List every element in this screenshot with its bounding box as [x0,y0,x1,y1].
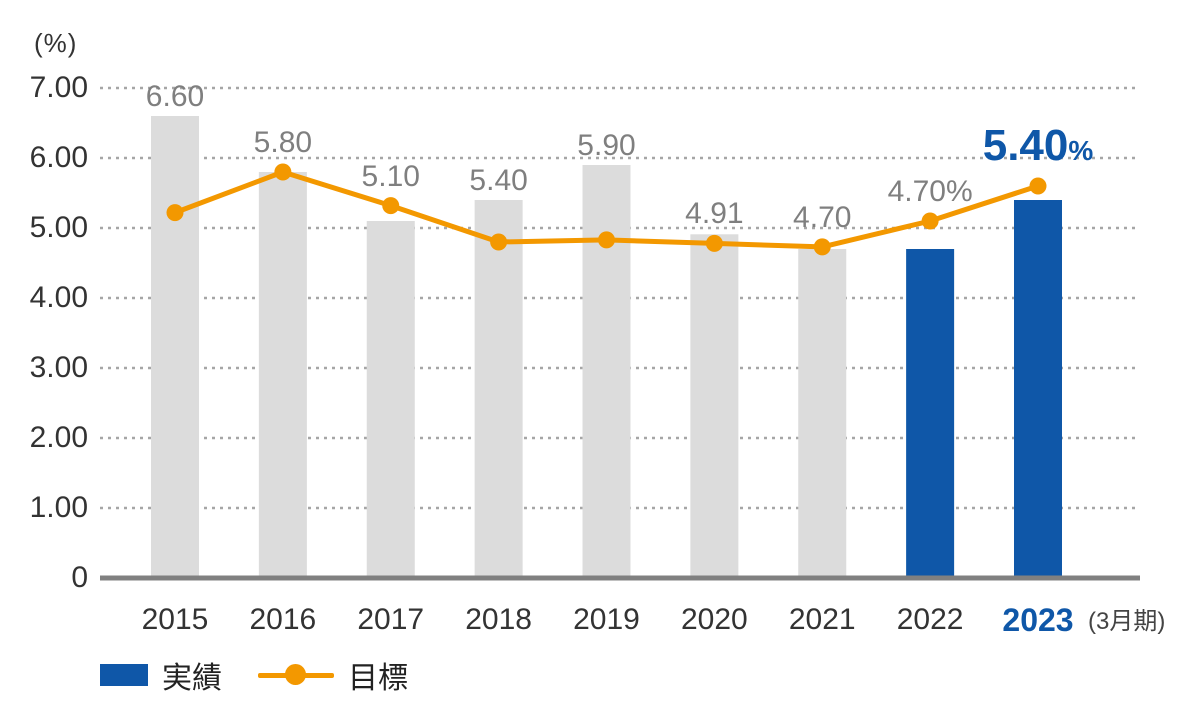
bar-2021 [798,249,847,578]
y-tick-label: 7.00 [29,71,88,104]
target-dot-2019 [598,231,615,249]
value-label-2015: 6.60 [145,80,205,113]
value-label-2019: 5.90 [577,129,636,162]
value-label-2016: 5.80 [253,126,313,159]
x-tick-label-2023: 2023 [1002,602,1074,638]
y-tick-label: 1.00 [29,491,88,524]
bar-2023 [1014,200,1062,578]
value-label-2020: 4.91 [685,197,744,231]
target-dot-2022 [921,212,939,230]
legend-target-swatch [258,664,334,686]
bar-2015 [151,116,199,578]
target-dot-2018 [490,233,508,251]
y-tick-label: 6.00 [29,141,88,174]
legend-dot-icon [285,664,306,685]
bar-2017 [366,221,415,578]
x-tick-label-2021: 2021 [788,603,856,636]
x-axis-note: (3月期) [1088,608,1166,635]
x-tick-label-2018: 2018 [465,603,532,636]
bar-2018 [474,200,523,578]
value-label-2023: 5.40% [982,121,1094,170]
x-tick-label-2016: 2016 [249,603,317,636]
y-tick-label: 5.00 [29,211,88,244]
y-axis-unit-label: (%) [34,28,78,58]
y-tick-label: 0 [71,561,88,594]
x-tick-label-2022: 2022 [896,603,964,636]
legend: 実績 目標 [100,652,408,698]
bar-2019 [582,165,631,578]
x-tick-label-2017: 2017 [357,603,425,636]
value-label-2018: 5.40 [469,164,528,197]
bar-2020 [690,234,739,579]
x-tick-label-2015: 2015 [141,603,209,636]
target-dot-2023 [1029,177,1047,195]
y-tick-label: 2.00 [29,421,88,454]
target-dot-2016 [274,163,292,181]
target-dot-2017 [382,197,400,215]
bar-2022 [906,249,955,578]
bar-2016 [258,172,307,578]
legend-actual-swatch [100,664,148,686]
y-tick-label: 4.00 [29,281,88,314]
x-tick-label-2020: 2020 [681,603,748,636]
target-dot-2021 [813,238,831,256]
target-dot-2015 [166,204,184,222]
legend-actual-label: 実績 [162,662,222,695]
x-tick-label-2019: 2019 [573,603,640,636]
y-tick-label: 3.00 [29,351,88,384]
value-label-2022: 4.70% [887,175,973,208]
target-dot-2020 [705,234,723,252]
legend-target-label: 目標 [348,662,408,695]
value-label-2021: 4.70 [793,200,852,234]
value-label-2017: 5.10 [361,159,420,193]
